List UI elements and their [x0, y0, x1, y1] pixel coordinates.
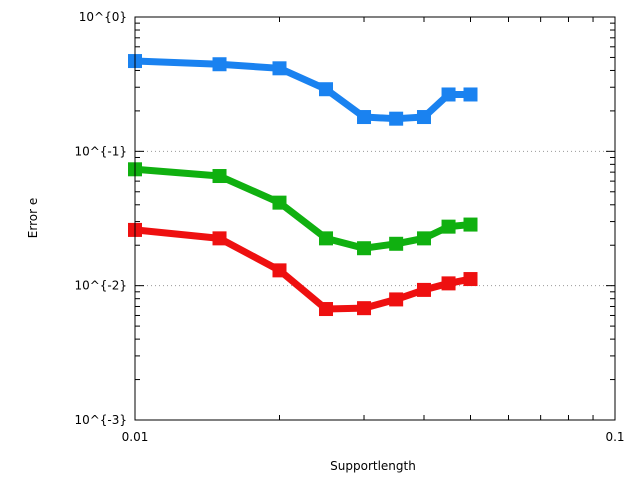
data-point — [212, 169, 227, 184]
data-point — [389, 236, 404, 251]
data-point — [463, 87, 478, 102]
axis-ticks — [134, 16, 616, 421]
data-point — [319, 82, 334, 97]
data-point — [416, 282, 431, 297]
data-point — [357, 110, 372, 125]
data-point — [357, 301, 372, 316]
data-point — [463, 217, 478, 232]
x-tick-label: 0.1 — [605, 430, 624, 444]
series-layer — [128, 54, 478, 317]
y-tick-label: 10^{-1} — [74, 144, 127, 158]
y-tick-label: 10^{-3} — [74, 413, 127, 427]
data-point — [319, 302, 334, 317]
data-point — [272, 61, 287, 76]
grid-lines — [135, 150, 615, 287]
plot-frame — [134, 16, 616, 421]
data-point — [389, 111, 404, 126]
series-3 — [128, 222, 478, 317]
data-point — [441, 87, 456, 102]
data-point — [212, 231, 227, 246]
y-axis-label: Error e — [26, 198, 40, 238]
data-point — [416, 110, 431, 125]
data-point — [389, 292, 404, 307]
x-tick-label: 0.01 — [122, 430, 149, 444]
data-point — [357, 241, 372, 256]
data-point — [441, 276, 456, 291]
data-point — [272, 263, 287, 278]
data-point — [319, 231, 334, 246]
x-axis-label: Supportlength — [330, 459, 416, 473]
data-point — [416, 231, 431, 246]
data-point — [441, 219, 456, 234]
y-tick-label: 10^{-2} — [74, 279, 127, 293]
y-tick-label: 10^{0} — [79, 10, 127, 24]
series-1 — [128, 54, 478, 126]
data-point — [463, 272, 478, 287]
series-2 — [128, 162, 478, 256]
tick-labels: 10^{-3} 10^{-2} 10^{-1} 10^{0} 0.01 0.1 — [74, 10, 624, 444]
data-point — [272, 195, 287, 210]
data-point — [212, 57, 227, 72]
